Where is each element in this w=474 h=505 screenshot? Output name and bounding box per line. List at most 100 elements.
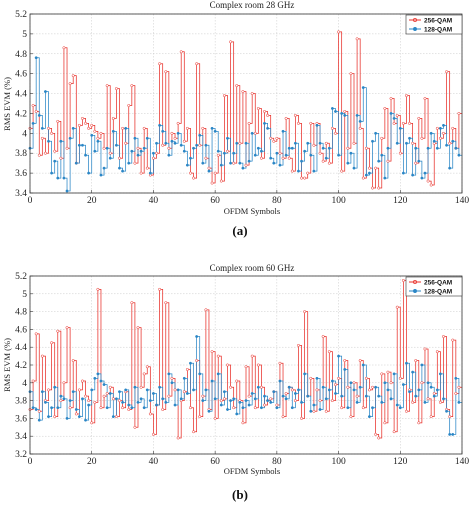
data-point-256qam — [318, 151, 322, 155]
data-point-256qam — [423, 97, 427, 100]
data-point-128qam — [133, 385, 137, 389]
data-point-128qam — [164, 400, 168, 404]
data-point-256qam — [247, 394, 251, 398]
data-point-256qam — [334, 131, 337, 135]
data-point-256qam — [343, 359, 347, 362]
data-point-256qam — [346, 385, 350, 389]
data-point-128qam — [226, 136, 229, 140]
data-point-128qam — [235, 141, 239, 145]
data-point-256qam — [219, 179, 223, 183]
data-point-128qam — [136, 400, 140, 404]
data-point-128qam — [451, 139, 455, 143]
data-point-128qam — [454, 146, 458, 150]
data-point-256qam — [451, 338, 455, 342]
data-point-256qam — [50, 131, 54, 135]
data-point-128qam — [118, 166, 121, 170]
data-point-256qam — [337, 30, 341, 34]
data-point-128qam — [312, 403, 316, 407]
data-point-256qam — [65, 326, 69, 330]
data-point-256qam — [179, 50, 183, 54]
data-point-256qam — [457, 385, 461, 389]
data-point-256qam — [226, 363, 229, 367]
data-point-128qam — [176, 388, 180, 392]
x-tick-label: 20 — [87, 196, 97, 206]
data-point-256qam — [327, 350, 331, 354]
data-point-256qam — [300, 416, 303, 420]
data-point-128qam — [438, 372, 442, 376]
axis-ticks: 0 20 40 60 80 100 120 140 3.4 3.6 3.8 4 4.2 4.4 4.6 4.8… — [15, 10, 469, 206]
data-point-128qam — [161, 129, 165, 133]
data-point-256qam — [108, 151, 112, 155]
data-point-128qam — [392, 372, 396, 376]
data-point-128qam — [306, 141, 310, 145]
y-tick-label: 4.2 — [15, 109, 27, 119]
data-point-256qam — [111, 116, 115, 120]
data-point-256qam — [250, 92, 254, 96]
data-point-128qam — [53, 159, 57, 163]
data-point-128qam — [201, 161, 205, 165]
data-point-128qam — [330, 107, 334, 110]
data-point-256qam — [330, 399, 334, 403]
data-point-128qam — [185, 392, 189, 395]
data-point-128qam — [192, 388, 195, 392]
data-point-256qam — [37, 409, 41, 413]
series-line-128qam — [30, 57, 462, 192]
data-point-128qam — [84, 153, 87, 157]
data-point-256qam — [192, 430, 195, 434]
data-point-256qam — [358, 359, 362, 362]
data-point-256qam — [287, 156, 291, 160]
data-point-256qam — [438, 136, 442, 140]
data-point-128qam — [297, 388, 300, 392]
data-point-128qam — [352, 166, 356, 170]
data-point-256qam — [151, 156, 155, 160]
data-point-128qam — [68, 399, 72, 403]
data-point-256qam — [281, 156, 285, 160]
data-point-128qam — [130, 149, 134, 153]
data-point-128qam — [266, 126, 270, 130]
data-point-128qam — [192, 146, 195, 150]
data-point-128qam — [383, 381, 387, 385]
data-point-256qam — [142, 372, 146, 376]
data-point-256qam — [361, 406, 365, 410]
y-tick-label: 4 — [22, 379, 27, 389]
data-point-128qam — [405, 361, 408, 365]
data-point-256qam — [241, 90, 245, 94]
data-point-256qam — [235, 379, 239, 383]
data-point-128qam — [420, 363, 424, 367]
data-point-128qam — [210, 126, 214, 130]
y-tick-label: 4.8 — [15, 50, 27, 60]
data-point-128qam — [321, 385, 325, 389]
data-point-256qam — [68, 406, 72, 410]
data-point-256qam — [31, 104, 35, 107]
data-point-128qam — [59, 394, 63, 398]
data-point-128qam — [216, 149, 220, 153]
data-point-128qam — [173, 403, 177, 407]
data-point-128qam — [219, 403, 223, 407]
data-point-256qam — [411, 141, 415, 145]
y-tick-label: 5.2 — [15, 272, 27, 282]
data-point-128qam — [136, 153, 140, 157]
data-point-256qam — [395, 305, 399, 309]
data-point-128qam — [62, 397, 66, 401]
data-point-256qam — [62, 46, 66, 50]
data-point-256qam — [293, 399, 297, 403]
data-point-128qam — [309, 409, 313, 413]
data-point-256qam — [414, 359, 418, 362]
data-point-256qam — [53, 149, 57, 153]
data-point-128qam — [448, 432, 452, 436]
data-point-128qam — [182, 376, 186, 380]
data-point-128qam — [423, 171, 427, 175]
legend-marker-128qam — [413, 27, 417, 31]
data-point-128qam — [383, 176, 387, 180]
data-point-128qam — [226, 408, 229, 411]
data-point-128qam — [278, 163, 282, 167]
data-point-256qam — [324, 141, 328, 145]
data-point-128qam — [275, 151, 279, 155]
data-point-256qam — [195, 62, 199, 66]
series-lines — [30, 31, 462, 192]
data-point-128qam — [108, 156, 112, 160]
data-point-256qam — [309, 376, 313, 380]
data-point-256qam — [102, 146, 106, 150]
data-point-128qam — [327, 388, 331, 392]
data-point-256qam — [216, 153, 220, 157]
